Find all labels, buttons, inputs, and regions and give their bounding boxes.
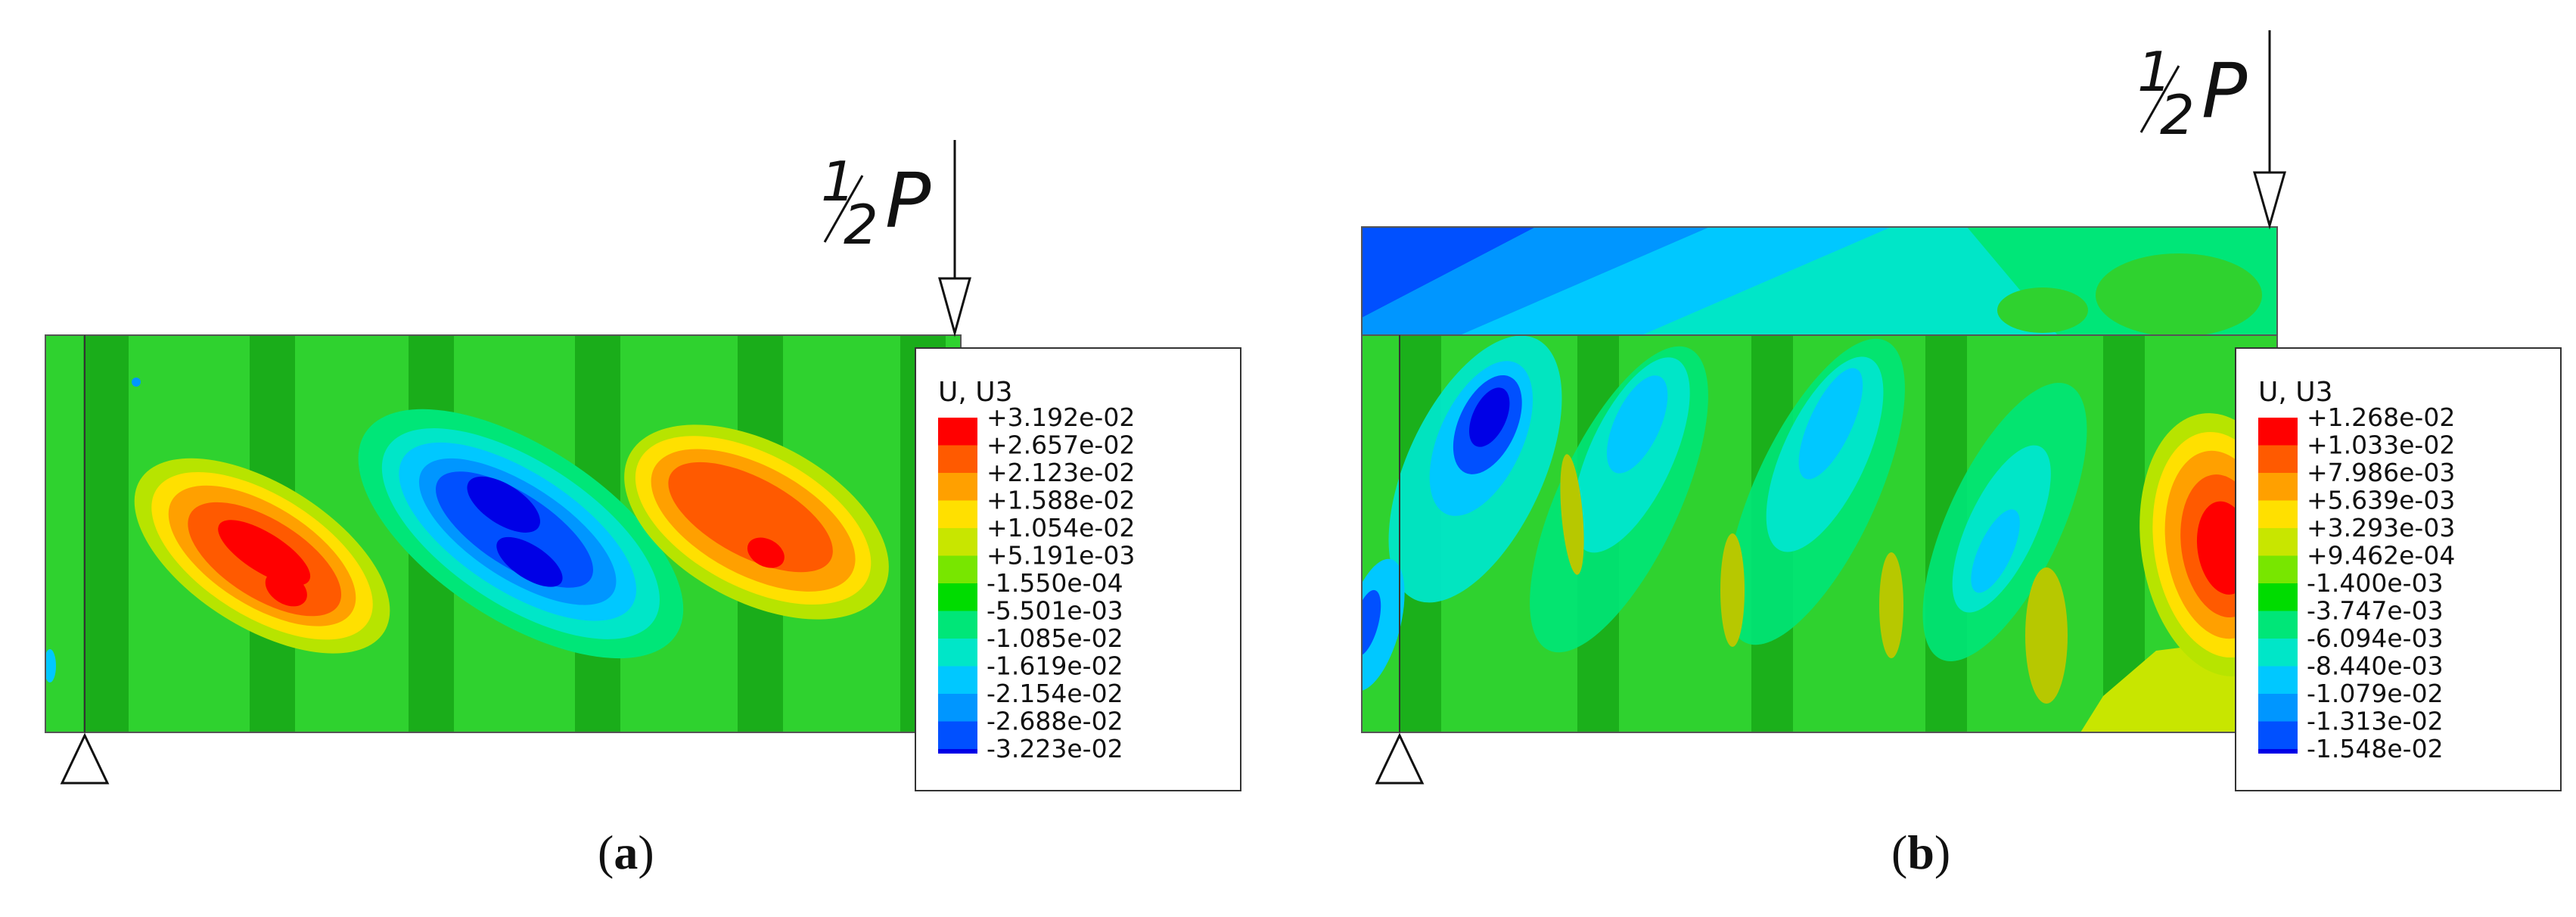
legend-value: -1.619e-02 — [987, 651, 1123, 681]
positive-streaks — [1560, 454, 2068, 704]
contour-legend-a: U, U3 +3.192e-02+2.657e-02+2.123e-02+1.5… — [915, 347, 1241, 791]
caption-close: ) — [1934, 825, 1951, 879]
panel-a-canvas: 1 2 P U, U3 +3.192e-02+2.657e-02+2.123e-… — [45, 140, 1241, 791]
legend-swatch — [2258, 528, 2298, 556]
legend-swatch — [938, 555, 977, 583]
legend-value: +1.033e-02 — [2307, 431, 2455, 460]
legend-swatch — [938, 500, 977, 528]
legend-value: -1.400e-03 — [2307, 568, 2444, 598]
legend-labels: +1.268e-02+1.033e-02+7.986e-03+5.639e-03… — [2307, 403, 2455, 763]
legend-swatch — [938, 721, 977, 749]
legend-value: +3.192e-02 — [987, 403, 1135, 432]
legend-value: -1.313e-02 — [2307, 707, 2444, 736]
legend-swatch — [938, 418, 977, 446]
load-variable: P — [2202, 47, 2248, 135]
legend-swatch — [2258, 611, 2298, 639]
legend-value: -8.440e-03 — [2307, 651, 2444, 681]
legend-swatches — [938, 418, 977, 754]
caption-letter: b — [1907, 825, 1934, 879]
legend-swatch — [2258, 583, 2298, 611]
caption-letter: a — [614, 825, 639, 879]
legend-value: -1.079e-02 — [2307, 679, 2444, 708]
load-label: 1 2 P — [2137, 40, 2248, 147]
legend-swatch — [938, 611, 977, 639]
legend-swatch — [938, 445, 977, 473]
diagonal-wave-bands — [1362, 335, 2087, 692]
legend-swatch — [938, 639, 977, 667]
legend-value: -3.223e-02 — [987, 734, 1123, 763]
legend-swatch — [938, 666, 977, 694]
legend-value: -1.085e-02 — [987, 623, 1123, 653]
pin-support-icon — [60, 732, 110, 785]
legend-value: +1.588e-02 — [987, 486, 1135, 515]
flange-plate-contour — [1362, 227, 2277, 335]
load-label: 1 2 P — [821, 150, 931, 256]
caption-close: ) — [638, 825, 654, 879]
legend-swatch — [2258, 500, 2298, 528]
caption-open: ( — [1891, 825, 1908, 879]
load-arrow-icon — [2253, 30, 2286, 230]
legend-value: -1.550e-04 — [987, 568, 1123, 598]
legend-labels: +3.192e-02+2.657e-02+2.123e-02+1.588e-02… — [987, 403, 1135, 763]
deformation-peak-negative — [358, 409, 684, 659]
legend-value: -1.548e-02 — [2307, 734, 2444, 763]
load-denominator: 2 — [844, 193, 878, 256]
deformation-peak-positive-2 — [624, 424, 889, 620]
legend-swatch — [938, 583, 977, 611]
web-plate-contour — [45, 335, 961, 732]
legend-value: +9.462e-04 — [2307, 541, 2455, 570]
legend-swatch — [2258, 473, 2298, 501]
legend-value: -6.094e-03 — [2307, 623, 2444, 653]
load-arrow-icon — [938, 140, 971, 337]
figure-panel-b: 1 2 P U, U3 +1.268e-02 +1.033e-02 +7.986e-… — [1286, 0, 2576, 917]
legend-swatches — [2258, 418, 2298, 754]
caption-a: (a) — [598, 825, 654, 881]
legend-swatch — [2258, 639, 2298, 667]
legend-value: +2.123e-02 — [987, 458, 1135, 487]
legend-swatch — [2258, 445, 2298, 473]
caption-open: ( — [598, 825, 614, 879]
legend-value: -5.501e-03 — [987, 596, 1123, 626]
legend-title: U, U3 — [938, 377, 1013, 408]
legend-value: +1.054e-02 — [987, 513, 1135, 542]
pin-support-icon — [1375, 732, 1425, 785]
legend-value: +5.191e-03 — [987, 541, 1135, 570]
legend-swatch — [2258, 418, 2298, 446]
legend-value: +5.639e-03 — [2307, 486, 2455, 515]
load-denominator: 2 — [2160, 83, 2195, 147]
legend-value: -2.154e-02 — [987, 679, 1123, 708]
legend-swatch — [938, 528, 977, 556]
legend-value: +3.293e-03 — [2307, 513, 2455, 542]
legend-swatch — [2258, 694, 2298, 722]
figure-panel-a: 1 2 P U, U3 +3.192e-02 +2.657e-02 +2.123e-… — [0, 0, 1286, 917]
legend-swatch — [938, 749, 977, 754]
legend-value: +1.268e-02 — [2307, 403, 2455, 432]
deformation-peak-positive-1 — [134, 458, 390, 654]
web-plate-contour — [1362, 335, 2277, 732]
legend-value: +7.986e-03 — [2307, 458, 2455, 487]
legend-swatch — [2258, 555, 2298, 583]
contour-legend-b: U, U3 +1.268e-02+1.033e-02+7.986e-03+5.6… — [2235, 347, 2562, 791]
legend-swatch — [938, 473, 977, 501]
legend-swatch — [938, 694, 977, 722]
load-numerator: 1 — [821, 150, 856, 213]
load-variable: P — [885, 157, 931, 245]
legend-value: +2.657e-02 — [987, 431, 1135, 460]
legend-value: -2.688e-02 — [987, 707, 1123, 736]
legend-title: U, U3 — [2258, 377, 2333, 408]
legend-swatch — [2258, 721, 2298, 749]
caption-b: (b) — [1891, 825, 1950, 881]
legend-value: -3.747e-03 — [2307, 596, 2444, 626]
legend-swatch — [2258, 666, 2298, 694]
panel-b-canvas: 1 2 P U, U3 +1.268e-02+1.033e-02+7.986e-… — [1361, 30, 2562, 791]
legend-swatch — [2258, 749, 2298, 754]
load-numerator: 1 — [2137, 40, 2172, 104]
